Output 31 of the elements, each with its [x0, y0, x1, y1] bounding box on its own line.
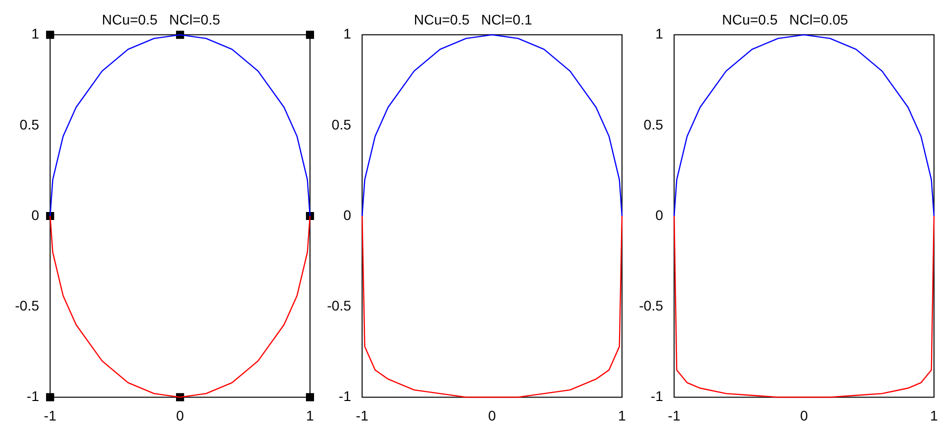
y-tick-label: -1 [650, 388, 664, 404]
y-tick-label: 1 [343, 26, 352, 42]
y-tick-label: -1 [26, 388, 40, 404]
y-tick-label: 0.5 [644, 116, 664, 132]
x-tick-label: -1 [44, 407, 57, 424]
point [46, 393, 54, 402]
chart-title: NCu=0.5 NCl=0.1 [414, 11, 532, 28]
x-tick-label: 1 [618, 407, 626, 424]
x-tick-label: 0 [488, 407, 496, 424]
chart-title: NCu=0.5 NCl=0.05 [722, 11, 848, 28]
y-tick-label: 1 [655, 26, 664, 42]
point [306, 393, 314, 402]
x-tick-label: 1 [306, 407, 314, 424]
x-tick-label: -1 [356, 407, 369, 424]
chart-title: NCu=0.5 NCl=0.5 [102, 11, 220, 28]
y-tick-label: 0 [343, 206, 352, 223]
x-tick-label: 0 [176, 407, 184, 424]
y-tick-label: 0 [31, 206, 40, 223]
point [46, 30, 54, 39]
y-tick-label: -0.5 [639, 297, 664, 314]
y-tick-label: 0 [655, 206, 664, 223]
x-tick-label: 0 [800, 407, 808, 424]
y-tick-label: -1 [338, 388, 352, 404]
point [306, 30, 314, 39]
y-tick-label: -0.5 [15, 297, 40, 314]
y-tick-label: 0.5 [20, 116, 40, 132]
x-tick-label: 1 [930, 407, 938, 424]
y-tick-label: -0.5 [327, 297, 352, 314]
x-tick-label: -1 [668, 407, 681, 424]
y-tick-label: 1 [31, 26, 40, 42]
y-tick-label: 0.5 [332, 116, 352, 132]
